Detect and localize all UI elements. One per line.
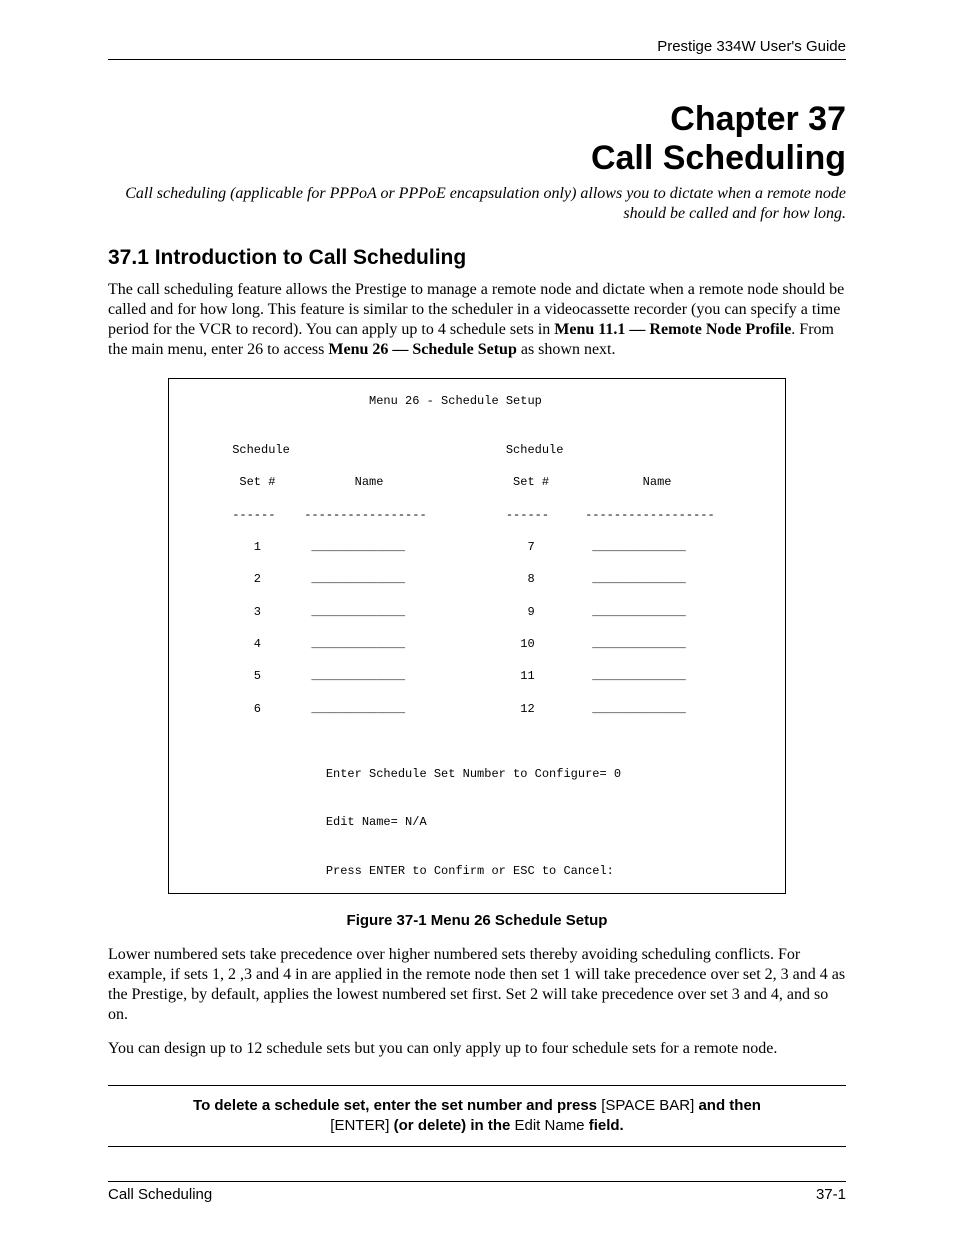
chapter-number: Chapter 37 bbox=[108, 100, 846, 139]
page: Prestige 334W User's Guide Chapter 37 Ca… bbox=[0, 0, 954, 1243]
note-bold-4: field. bbox=[585, 1117, 624, 1134]
section-heading: 37.1 Introduction to Call Scheduling bbox=[108, 246, 846, 270]
terminal-line: Menu 26 - Schedule Setup bbox=[189, 393, 765, 409]
terminal-line: 4 _____________ 10 _____________ bbox=[189, 636, 765, 652]
terminal-line: 6 _____________ 12 _____________ bbox=[189, 701, 765, 717]
chapter-title: Chapter 37 Call Scheduling bbox=[108, 100, 846, 178]
note-bold-2: and then bbox=[694, 1097, 761, 1114]
header-guide-title: Prestige 334W User's Guide bbox=[108, 38, 846, 60]
note-text-1: [SPACE BAR] bbox=[601, 1097, 694, 1114]
terminal-line: Edit Name= N/A bbox=[189, 814, 765, 830]
note-block: To delete a schedule set, enter the set … bbox=[108, 1085, 846, 1148]
chapter-intro: Call scheduling (applicable for PPPoA or… bbox=[108, 184, 846, 224]
note-text-3: Edit Name bbox=[515, 1117, 585, 1134]
note-bold-3: (or delete) in the bbox=[389, 1117, 514, 1134]
terminal-line: 5 _____________ 11 _____________ bbox=[189, 668, 765, 684]
terminal-line: ------ ----------------- ------ --------… bbox=[189, 507, 765, 523]
note-bold-1: To delete a schedule set, enter the set … bbox=[193, 1097, 601, 1114]
page-footer: Call Scheduling 37-1 bbox=[108, 1181, 846, 1203]
p1-text-3: as shown next. bbox=[517, 341, 616, 358]
terminal-line: 1 _____________ 7 _____________ bbox=[189, 539, 765, 555]
terminal-line: 2 _____________ 8 _____________ bbox=[189, 571, 765, 587]
note-text-2: [ENTER] bbox=[330, 1117, 389, 1134]
terminal-line: Set # Name Set # Name bbox=[189, 474, 765, 490]
figure-caption: Figure 37-1 Menu 26 Schedule Setup bbox=[108, 912, 846, 929]
section-paragraph-3: You can design up to 12 schedule sets bu… bbox=[108, 1039, 846, 1059]
chapter-name: Call Scheduling bbox=[108, 139, 846, 178]
terminal-line: Press ENTER to Confirm or ESC to Cancel: bbox=[189, 863, 765, 879]
terminal-line: Schedule Schedule bbox=[189, 442, 765, 458]
footer-right: 37-1 bbox=[816, 1186, 846, 1203]
p1-bold-2: Menu 26 — Schedule Setup bbox=[328, 341, 516, 358]
p1-bold-1: Menu 11.1 — Remote Node Profile bbox=[554, 321, 791, 338]
terminal-screen: Menu 26 - Schedule Setup Schedule Schedu… bbox=[168, 378, 786, 894]
section-paragraph-1: The call scheduling feature allows the P… bbox=[108, 280, 846, 360]
terminal-line: Enter Schedule Set Number to Configure= … bbox=[189, 766, 765, 782]
section-paragraph-2: Lower numbered sets take precedence over… bbox=[108, 945, 846, 1025]
terminal-line: 3 _____________ 9 _____________ bbox=[189, 604, 765, 620]
footer-left: Call Scheduling bbox=[108, 1186, 212, 1203]
